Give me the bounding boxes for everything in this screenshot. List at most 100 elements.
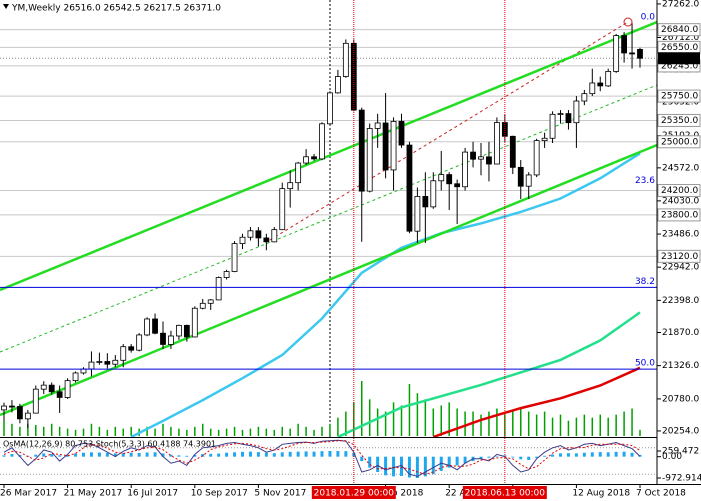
candle-body (191, 307, 198, 338)
level-label: 25350.0 (661, 116, 698, 126)
volume-bar (408, 384, 411, 436)
candle-body (525, 174, 532, 187)
osma-bar (407, 456, 411, 478)
volume-bar (337, 417, 339, 436)
volume-bar (209, 428, 212, 436)
volume-bar (583, 414, 586, 436)
osma-bar (479, 456, 483, 459)
oscillator-title: OsMA(12,26,9) 80.753 Stoch(5,3,3) 60.418… (3, 440, 216, 449)
candle-body (517, 166, 524, 187)
candle-body (398, 120, 405, 146)
candle-body (319, 123, 325, 160)
osma-bar (304, 451, 308, 457)
candle-body (88, 361, 95, 370)
x-tick-label: 26 Mar 2017 (0, 489, 57, 499)
fib-label: 38.2 (635, 277, 655, 287)
candle-body (56, 391, 63, 398)
osma-bar (574, 453, 578, 457)
candle-body (128, 346, 135, 351)
volume-bar (297, 423, 299, 436)
volume-bar (615, 414, 617, 436)
volume-bar (106, 429, 109, 436)
osma-bar (368, 456, 372, 468)
volume-bar (448, 402, 450, 436)
candle-body (581, 93, 588, 102)
candle-body (358, 109, 365, 192)
candle-body (390, 120, 397, 171)
candle-body (605, 71, 612, 87)
volume-bar (504, 414, 506, 436)
volume-bar (273, 429, 276, 436)
osma-bar (415, 456, 419, 478)
volume-bar (368, 399, 371, 436)
osma-bar (272, 453, 276, 457)
volume-bar (66, 428, 69, 436)
volume-bar (11, 423, 13, 436)
osma-bar (193, 454, 197, 457)
volume-bar (122, 428, 124, 436)
candle-body (311, 156, 317, 160)
y-tick-label: 20780.0 (662, 394, 699, 404)
candle-body (366, 128, 373, 192)
symbol-icon (3, 4, 9, 9)
candle-body (374, 122, 381, 129)
osma-bar (487, 456, 491, 458)
osma-bar (312, 451, 316, 457)
volume-bar (321, 426, 323, 436)
level-label: 23120.0 (661, 252, 698, 262)
osma-bar (97, 452, 101, 457)
candle-body (573, 100, 580, 124)
volume-bar (162, 423, 164, 436)
volume-bar (623, 411, 625, 436)
volume-bar (241, 429, 244, 436)
candle-body (199, 302, 206, 309)
osma-bar (66, 454, 70, 457)
candle-body (621, 35, 627, 54)
level-box (657, 184, 701, 198)
volume-bar (58, 426, 61, 436)
candle-body (1, 405, 7, 411)
volume-bar (392, 402, 395, 436)
osma-bar (34, 454, 38, 457)
volume-bar (631, 408, 633, 436)
x-tick-label: 7 Oct 2018 (636, 489, 686, 499)
osma-bar (129, 452, 133, 457)
candle-body (136, 334, 143, 351)
candles (1, 22, 643, 429)
volume-bar (281, 426, 283, 436)
osma-bar (527, 456, 531, 460)
osma-bar (614, 451, 618, 457)
osma-bar (296, 451, 300, 457)
volume-bar (384, 411, 387, 436)
osc-tick-label: 0.00 (662, 452, 682, 462)
volume-bar (194, 426, 196, 436)
osma-bar (113, 453, 117, 457)
highlight-box (311, 486, 396, 499)
osma-bar (217, 453, 221, 457)
volume-bar (527, 411, 530, 436)
osma-bar (177, 455, 181, 457)
osma-bar (320, 451, 324, 457)
y-tick-label: 22942.0 (662, 263, 699, 273)
volume-bar (575, 417, 578, 436)
volume-bar (639, 429, 641, 436)
fib-label: 0.0 (641, 12, 656, 22)
osma-bar (201, 454, 205, 457)
volume-bar (202, 423, 204, 436)
volume-bar (19, 426, 21, 436)
osma-bar (455, 456, 459, 466)
osma-bar (121, 453, 125, 457)
highlight-box (462, 486, 547, 499)
volume-bar (512, 411, 514, 436)
candle-body (557, 113, 564, 115)
osma-bar (225, 452, 229, 457)
osma-bar (630, 452, 634, 457)
y-tick-label: 23486.0 (662, 230, 699, 240)
volume-bar (424, 399, 427, 436)
candle-body (470, 151, 476, 160)
osma-bar (10, 454, 14, 457)
osma-bar (2, 455, 6, 457)
